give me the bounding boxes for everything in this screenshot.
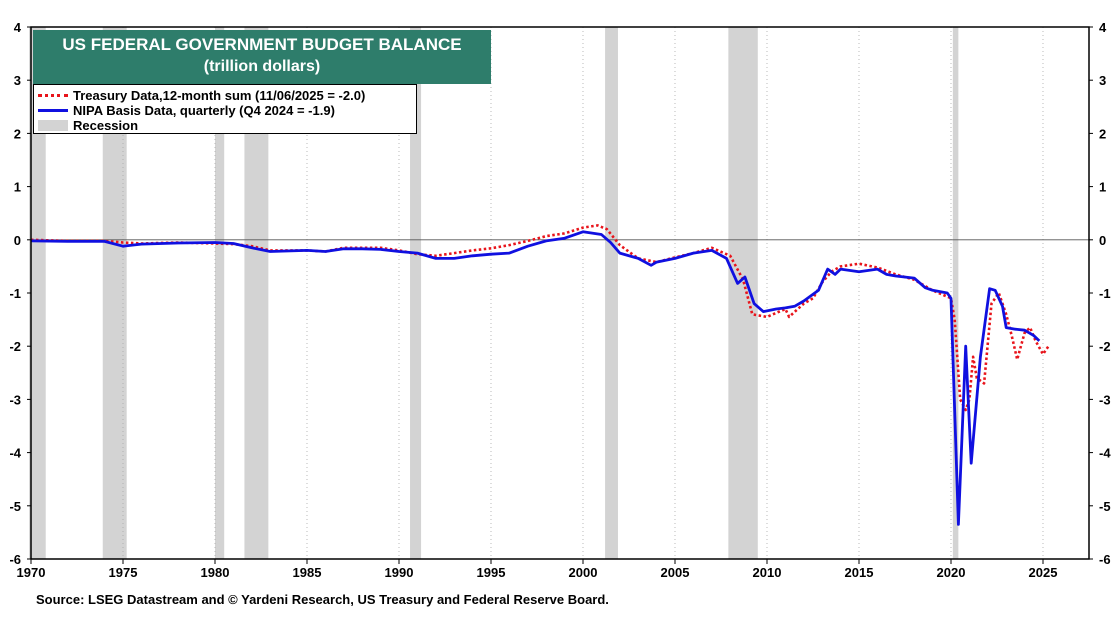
- x-tick-label-2025: 2025: [1029, 565, 1058, 580]
- y-tick-label-left-1: 1: [14, 180, 21, 195]
- x-tick-label-1995: 1995: [477, 565, 506, 580]
- legend-label-treasury: Treasury Data,12-month sum (11/06/2025 =…: [73, 87, 366, 103]
- x-tick-label-2020: 2020: [937, 565, 966, 580]
- y-tick-label-left-0: 0: [14, 233, 21, 248]
- y-tick-label-right--6: -6: [1099, 552, 1111, 567]
- series-layer: [30, 224, 1050, 526]
- y-tick-label-right--2: -2: [1099, 339, 1111, 354]
- legend-label-nipa: NIPA Basis Data, quarterly (Q4 2024 = -1…: [73, 102, 335, 118]
- x-tick-label-2005: 2005: [661, 565, 690, 580]
- recession-band-1: [102, 27, 127, 559]
- y-tick-label-left--1: -1: [9, 286, 21, 301]
- chart-title-box: US FEDERAL GOVERNMENT BUDGET BALANCE (tr…: [33, 30, 491, 84]
- legend-item-treasury: Treasury Data,12-month sum (11/06/2025 =…: [38, 87, 365, 103]
- y-tick-label-right-1: 1: [1099, 180, 1106, 195]
- legend-swatch-nipa: [38, 108, 68, 112]
- recession-band-2: [215, 27, 225, 559]
- x-tick-label-2015: 2015: [845, 565, 874, 580]
- recession-band-4: [410, 27, 422, 559]
- y-tick-label-left--6: -6: [9, 552, 21, 567]
- recession-band-0: [29, 27, 46, 559]
- legend-item-nipa: NIPA Basis Data, quarterly (Q4 2024 = -1…: [38, 102, 335, 118]
- x-tick-label-1990: 1990: [385, 565, 414, 580]
- y-tick-label-right-4: 4: [1099, 20, 1107, 35]
- y-tick-label-right--5: -5: [1099, 499, 1111, 514]
- y-tick-label-left--2: -2: [9, 339, 21, 354]
- recession-band-7: [952, 27, 959, 559]
- y-tick-label-right--4: -4: [1099, 446, 1111, 461]
- x-tick-label-1985: 1985: [293, 565, 322, 580]
- y-tick-label-left--3: -3: [9, 392, 21, 407]
- x-tick-label-1975: 1975: [109, 565, 138, 580]
- recession-band-6: [728, 27, 758, 559]
- source-note: Source: LSEG Datastream and © Yardeni Re…: [36, 592, 609, 607]
- x-tick-label-2010: 2010: [753, 565, 782, 580]
- legend: Treasury Data,12-month sum (11/06/2025 =…: [33, 84, 417, 134]
- y-tick-label-right--1: -1: [1099, 286, 1111, 301]
- x-tick-label-1970: 1970: [17, 565, 46, 580]
- chart-subtitle: (trillion dollars): [203, 58, 321, 75]
- axis-tick-labels: 1970 1975 1980 1985 1990 1995 2000 2005 2010 2015…: [9, 20, 1111, 580]
- y-tick-label-right--3: -3: [1099, 392, 1111, 407]
- y-tick-label-right-2: 2: [1099, 126, 1106, 141]
- recession-band-5: [605, 27, 618, 559]
- recession-band-3: [244, 27, 269, 559]
- legend-swatch-recession: [38, 119, 68, 131]
- y-tick-label-right-0: 0: [1099, 233, 1106, 248]
- chart-title: US FEDERAL GOVERNMENT BUDGET BALANCE: [62, 35, 462, 54]
- y-tick-label-left-3: 3: [14, 73, 21, 88]
- y-tick-label-right-3: 3: [1099, 73, 1106, 88]
- y-tick-label-left-4: 4: [14, 20, 22, 35]
- series-line-1: [30, 230, 1041, 526]
- y-tick-label-left--5: -5: [9, 499, 21, 514]
- series-line-0: [30, 224, 1050, 412]
- x-tick-label-1980: 1980: [201, 565, 230, 580]
- legend-swatch-treasury: [38, 93, 68, 97]
- x-tick-label-2000: 2000: [569, 565, 598, 580]
- legend-label-recession: Recession: [73, 117, 139, 133]
- recession-bands: [29, 27, 959, 559]
- y-tick-label-left-2: 2: [14, 126, 21, 141]
- legend-item-recession: Recession: [38, 117, 138, 133]
- y-tick-label-left--4: -4: [9, 446, 21, 461]
